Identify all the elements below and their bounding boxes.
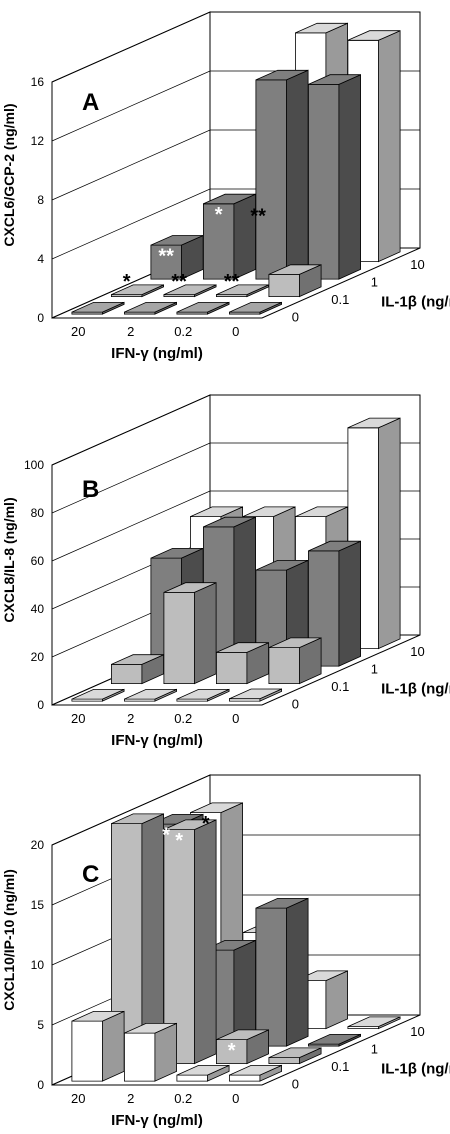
significance-marker: ** [250,206,266,228]
depth-tick-label: 0.1 [331,679,349,694]
bar [215,1029,270,1065]
bar [124,688,178,702]
panel-label: C [82,861,99,888]
x-tick-label: 0.2 [174,324,192,339]
depth-tick-label: 0.1 [331,292,349,307]
depth-tick-label: 0 [292,309,299,324]
depth-tick-label: 10 [410,1024,424,1039]
bar [202,193,257,280]
y-tick-label: 16 [31,75,45,89]
bar [215,642,270,685]
panel-label: A [82,89,99,116]
x-tick-label: 2 [127,1091,134,1106]
bar [176,688,230,702]
y-tick-label: 0 [37,698,44,712]
y-tick-label: 80 [31,506,45,520]
depth-tick-label: 0.1 [331,1059,349,1074]
x-tick-label: 20 [71,711,85,726]
bar [307,1033,362,1047]
significance-marker: * [123,271,131,293]
depth-axis-label: IL-1β (ng/ml) [381,294,450,311]
y-tick-label: 8 [37,193,44,207]
x-tick-label: 0 [232,711,239,726]
bar [255,69,309,280]
x-tick-label: 2 [127,711,134,726]
significance-marker: * [202,813,210,835]
bar [124,1022,178,1082]
x-tick-label: 20 [71,324,85,339]
significance-marker: ** [224,271,240,293]
gridline [51,11,420,83]
y-tick-label: 0 [37,1078,44,1092]
y-tick-label: 15 [31,898,45,912]
bar [228,301,283,315]
x-tick-label: 0 [232,324,239,339]
depth-tick-label: 1 [371,1041,378,1056]
bar [71,1010,125,1082]
y-tick-label: 4 [37,252,44,266]
bar [124,301,178,315]
bar [307,540,362,667]
bar [268,1047,322,1065]
y-tick-label: 0 [37,311,44,325]
bar [268,264,322,298]
y-tick-label: 20 [31,838,45,852]
depth-axis-label: IL-1β (ng/ml) [381,681,450,698]
depth-tick-label: 1 [371,661,378,676]
y-tick-label: 10 [31,958,45,972]
x-axis-label: IFN-γ (ng/ml) [111,345,203,362]
depth-tick-label: 10 [410,644,424,659]
bar [176,301,230,315]
bar [163,582,217,685]
x-tick-label: 0 [232,1091,239,1106]
bar [255,897,309,1047]
y-tick-label: 20 [31,650,45,664]
significance-marker: * [175,830,183,852]
significance-marker: * [215,204,223,226]
depth-tick-label: 0 [292,696,299,711]
x-tick-label: 0.2 [174,711,192,726]
y-tick-label: 12 [31,134,45,148]
bar [71,301,125,315]
x-axis-label: IFN-γ (ng/ml) [111,1112,203,1129]
depth-tick-label: 10 [410,257,424,272]
depth-tick-label: 0 [292,1076,299,1091]
y-tick-label: 100 [24,458,44,472]
bar [215,284,270,298]
bar [307,74,362,280]
bar [163,284,217,298]
bar [228,1064,283,1082]
gridline [51,394,420,466]
depth-axis-label: IL-1β (ng/ml) [381,1061,450,1078]
significance-marker: ** [158,245,174,267]
y-tick-label: 60 [31,554,45,568]
significance-marker: ** [171,271,187,293]
y-axis-label: CXCL8/IL-8 (ng/ml) [1,497,17,622]
bar [71,688,125,702]
y-axis-label: CXCL10/IP-10 (ng/ml) [1,869,17,1011]
significance-marker: * [162,824,170,846]
bar [111,284,165,298]
significance-marker: * [228,1040,236,1062]
y-tick-label: 40 [31,602,45,616]
x-tick-label: 0.2 [174,1091,192,1106]
x-tick-label: 20 [71,1091,85,1106]
x-tick-label: 2 [127,324,134,339]
y-tick-label: 5 [37,1018,44,1032]
x-axis-label: IFN-γ (ng/ml) [111,732,203,749]
bar [228,688,283,702]
bar [163,819,217,1065]
depth-tick-label: 1 [371,274,378,289]
panel-label: B [82,476,99,503]
gridline [51,774,420,846]
bar [176,1064,230,1082]
bar [268,637,322,685]
bar [347,1016,401,1030]
y-axis-label: CXCL6/GCP-2 (ng/ml) [1,103,17,246]
